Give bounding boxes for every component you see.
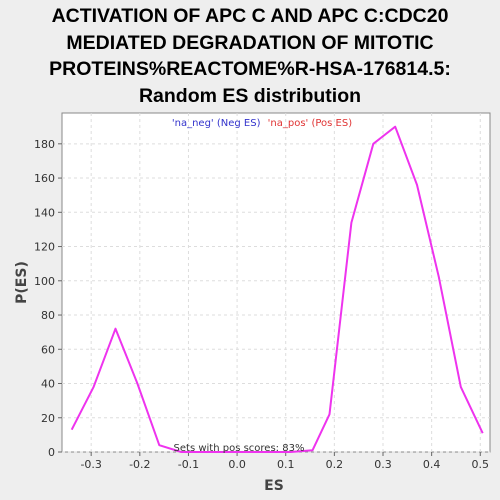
plot-area bbox=[61, 112, 491, 453]
y-tick-label: 100 bbox=[34, 275, 55, 288]
y-tick-label: 160 bbox=[34, 172, 55, 185]
y-tick-label: 120 bbox=[34, 241, 55, 254]
y-tick-label: 20 bbox=[41, 412, 55, 425]
legend-entry-pos: 'na_pos' (Pos ES) bbox=[268, 118, 353, 129]
y-tick-label: 60 bbox=[41, 343, 55, 356]
y-axis: 0 20 40 60 80 100 120 140 160 180 bbox=[34, 138, 62, 459]
x-tick-label: 0.5 bbox=[472, 458, 490, 471]
x-axis-label: ES bbox=[264, 478, 284, 494]
legend: 'na_neg' (Neg ES) 'na_pos' (Pos ES) bbox=[172, 118, 352, 129]
chart-title: ACTIVATION OF APC C AND APC C:CDC20 MEDI… bbox=[0, 3, 500, 109]
x-tick-label: 0.2 bbox=[326, 458, 344, 471]
y-axis-label: P(ES) bbox=[14, 261, 30, 304]
x-tick-label: 0.4 bbox=[423, 458, 441, 471]
x-tick-label: -0.3 bbox=[80, 458, 101, 471]
y-tick-label: 180 bbox=[34, 138, 55, 151]
annotation-pos-scores: Sets with pos scores: 83% bbox=[174, 443, 305, 454]
x-tick-label: -0.1 bbox=[178, 458, 199, 471]
x-axis: -0.3 -0.2 -0.1 0.0 0.1 0.2 0.3 0.4 0.5 bbox=[80, 452, 489, 471]
x-tick-label: 0.1 bbox=[277, 458, 295, 471]
grid-lines bbox=[62, 113, 490, 453]
series-group bbox=[70, 125, 484, 453]
y-tick-label: 80 bbox=[41, 309, 55, 322]
legend-entry-neg: 'na_neg' (Neg ES) bbox=[172, 118, 261, 129]
chart-title-line: ACTIVATION OF APC C AND APC C:CDC20 bbox=[51, 5, 449, 27]
chart-title-line: Random ES distribution bbox=[138, 84, 362, 107]
chart-title-line: PROTEINS%REACTOME%R-HSA-176814.5: bbox=[49, 58, 451, 80]
x-tick-label: -0.2 bbox=[129, 458, 150, 471]
x-tick-label: 0.3 bbox=[374, 458, 392, 471]
series-line bbox=[70, 125, 484, 453]
y-tick-label: 140 bbox=[34, 206, 55, 219]
chart-title-line: MEDIATED DEGRADATION OF MITOTIC bbox=[66, 31, 434, 54]
y-tick-label: 40 bbox=[41, 378, 55, 391]
x-tick-label: 0.0 bbox=[228, 458, 246, 471]
y-tick-label: 0 bbox=[48, 446, 55, 459]
